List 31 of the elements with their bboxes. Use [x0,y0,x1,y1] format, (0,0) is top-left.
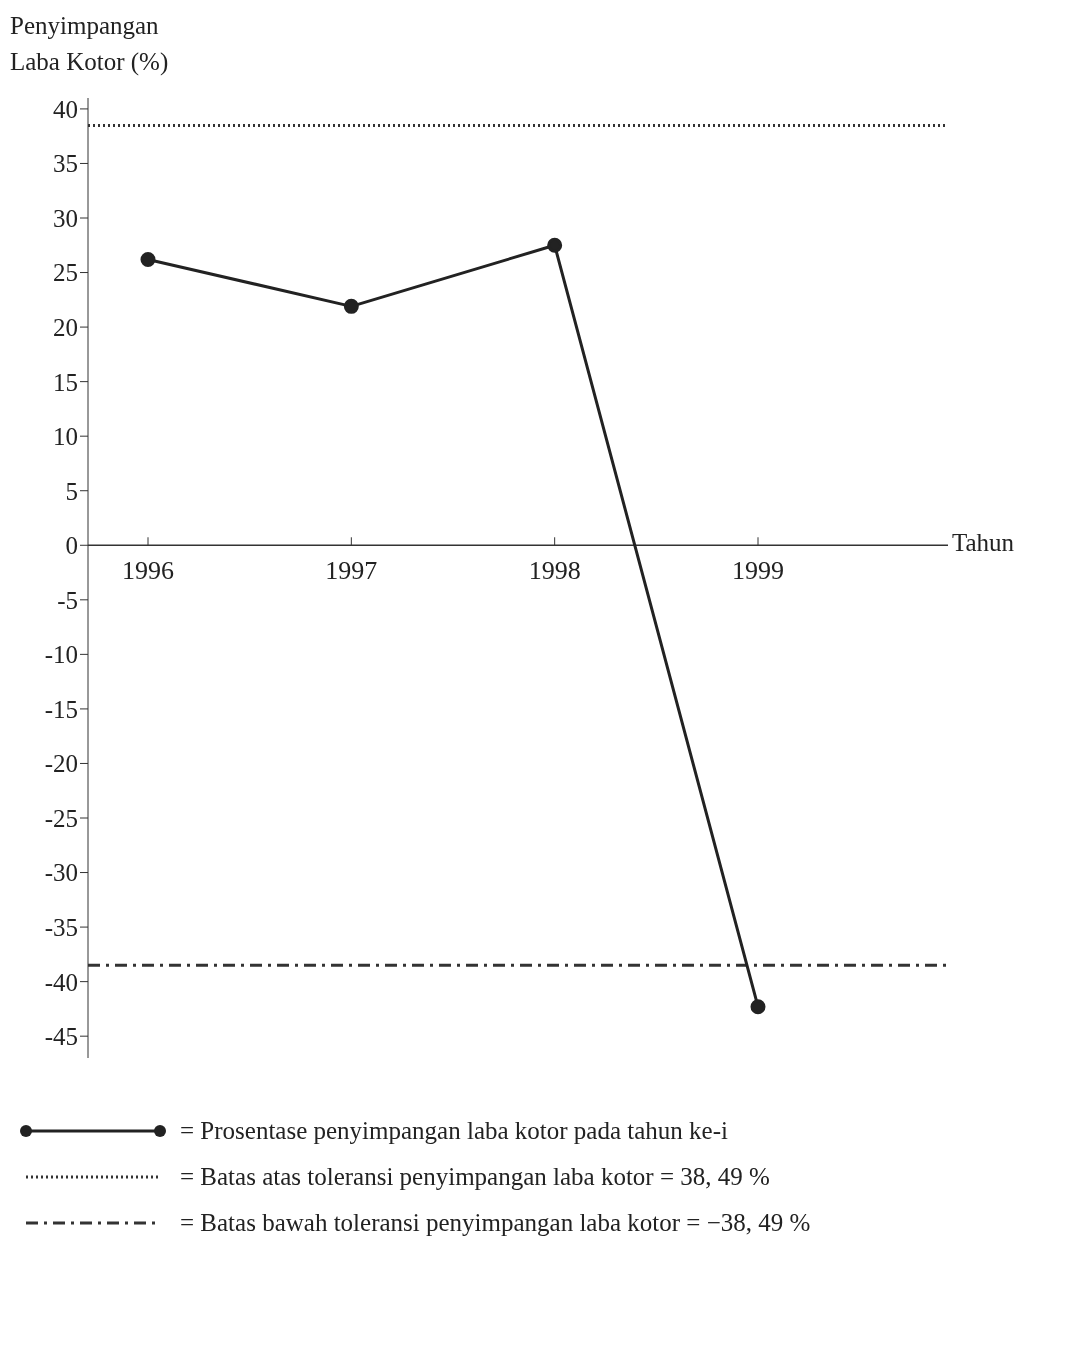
y-tick-label: -25 [44,804,78,832]
y-tick-label: -10 [44,641,78,669]
y-tick-label: 30 [53,204,78,232]
x-tick-label: 1998 [528,556,581,586]
point [343,298,359,314]
legend-label: = Prosentase penyimpangan laba kotor pada tahun ke-i [180,1117,728,1145]
x-tick-label: 1997 [325,556,378,586]
y-tick-label: 5 [65,477,78,505]
y-tick-label: 20 [53,313,78,341]
point [140,251,156,267]
x-axis-title: Tahun [952,529,1015,558]
y-tick-label: -40 [44,968,78,996]
x-tick-label: 1999 [732,556,784,586]
y-tick-label: 0 [65,532,78,560]
y-tick-label: 15 [53,368,78,396]
y-tick-label: -20 [44,750,78,778]
y-tick-label: -45 [44,1023,78,1051]
y-tick-label: 10 [53,423,78,451]
point [547,237,563,253]
x-tick-label: 1996 [122,556,174,586]
y-tick-label: -30 [44,859,78,887]
y-tick-label: 40 [53,95,78,123]
point [750,999,766,1015]
y-axis-title: Penyimpangan Laba Kotor (%) [10,11,170,77]
legend-label: = Batas bawah toleransi penyimpangan laba kotor = −38, 49 % [180,1209,811,1237]
legend-label: = Batas atas toleransi penyimpangan laba kotor = 38, 49 % [180,1163,770,1191]
y-tick-label: -15 [44,695,78,723]
y-tick-label: -5 [57,586,78,614]
y-tick-label: 35 [53,150,78,178]
y-tick-label: -35 [44,913,78,941]
y-tick-label: 25 [53,259,78,287]
